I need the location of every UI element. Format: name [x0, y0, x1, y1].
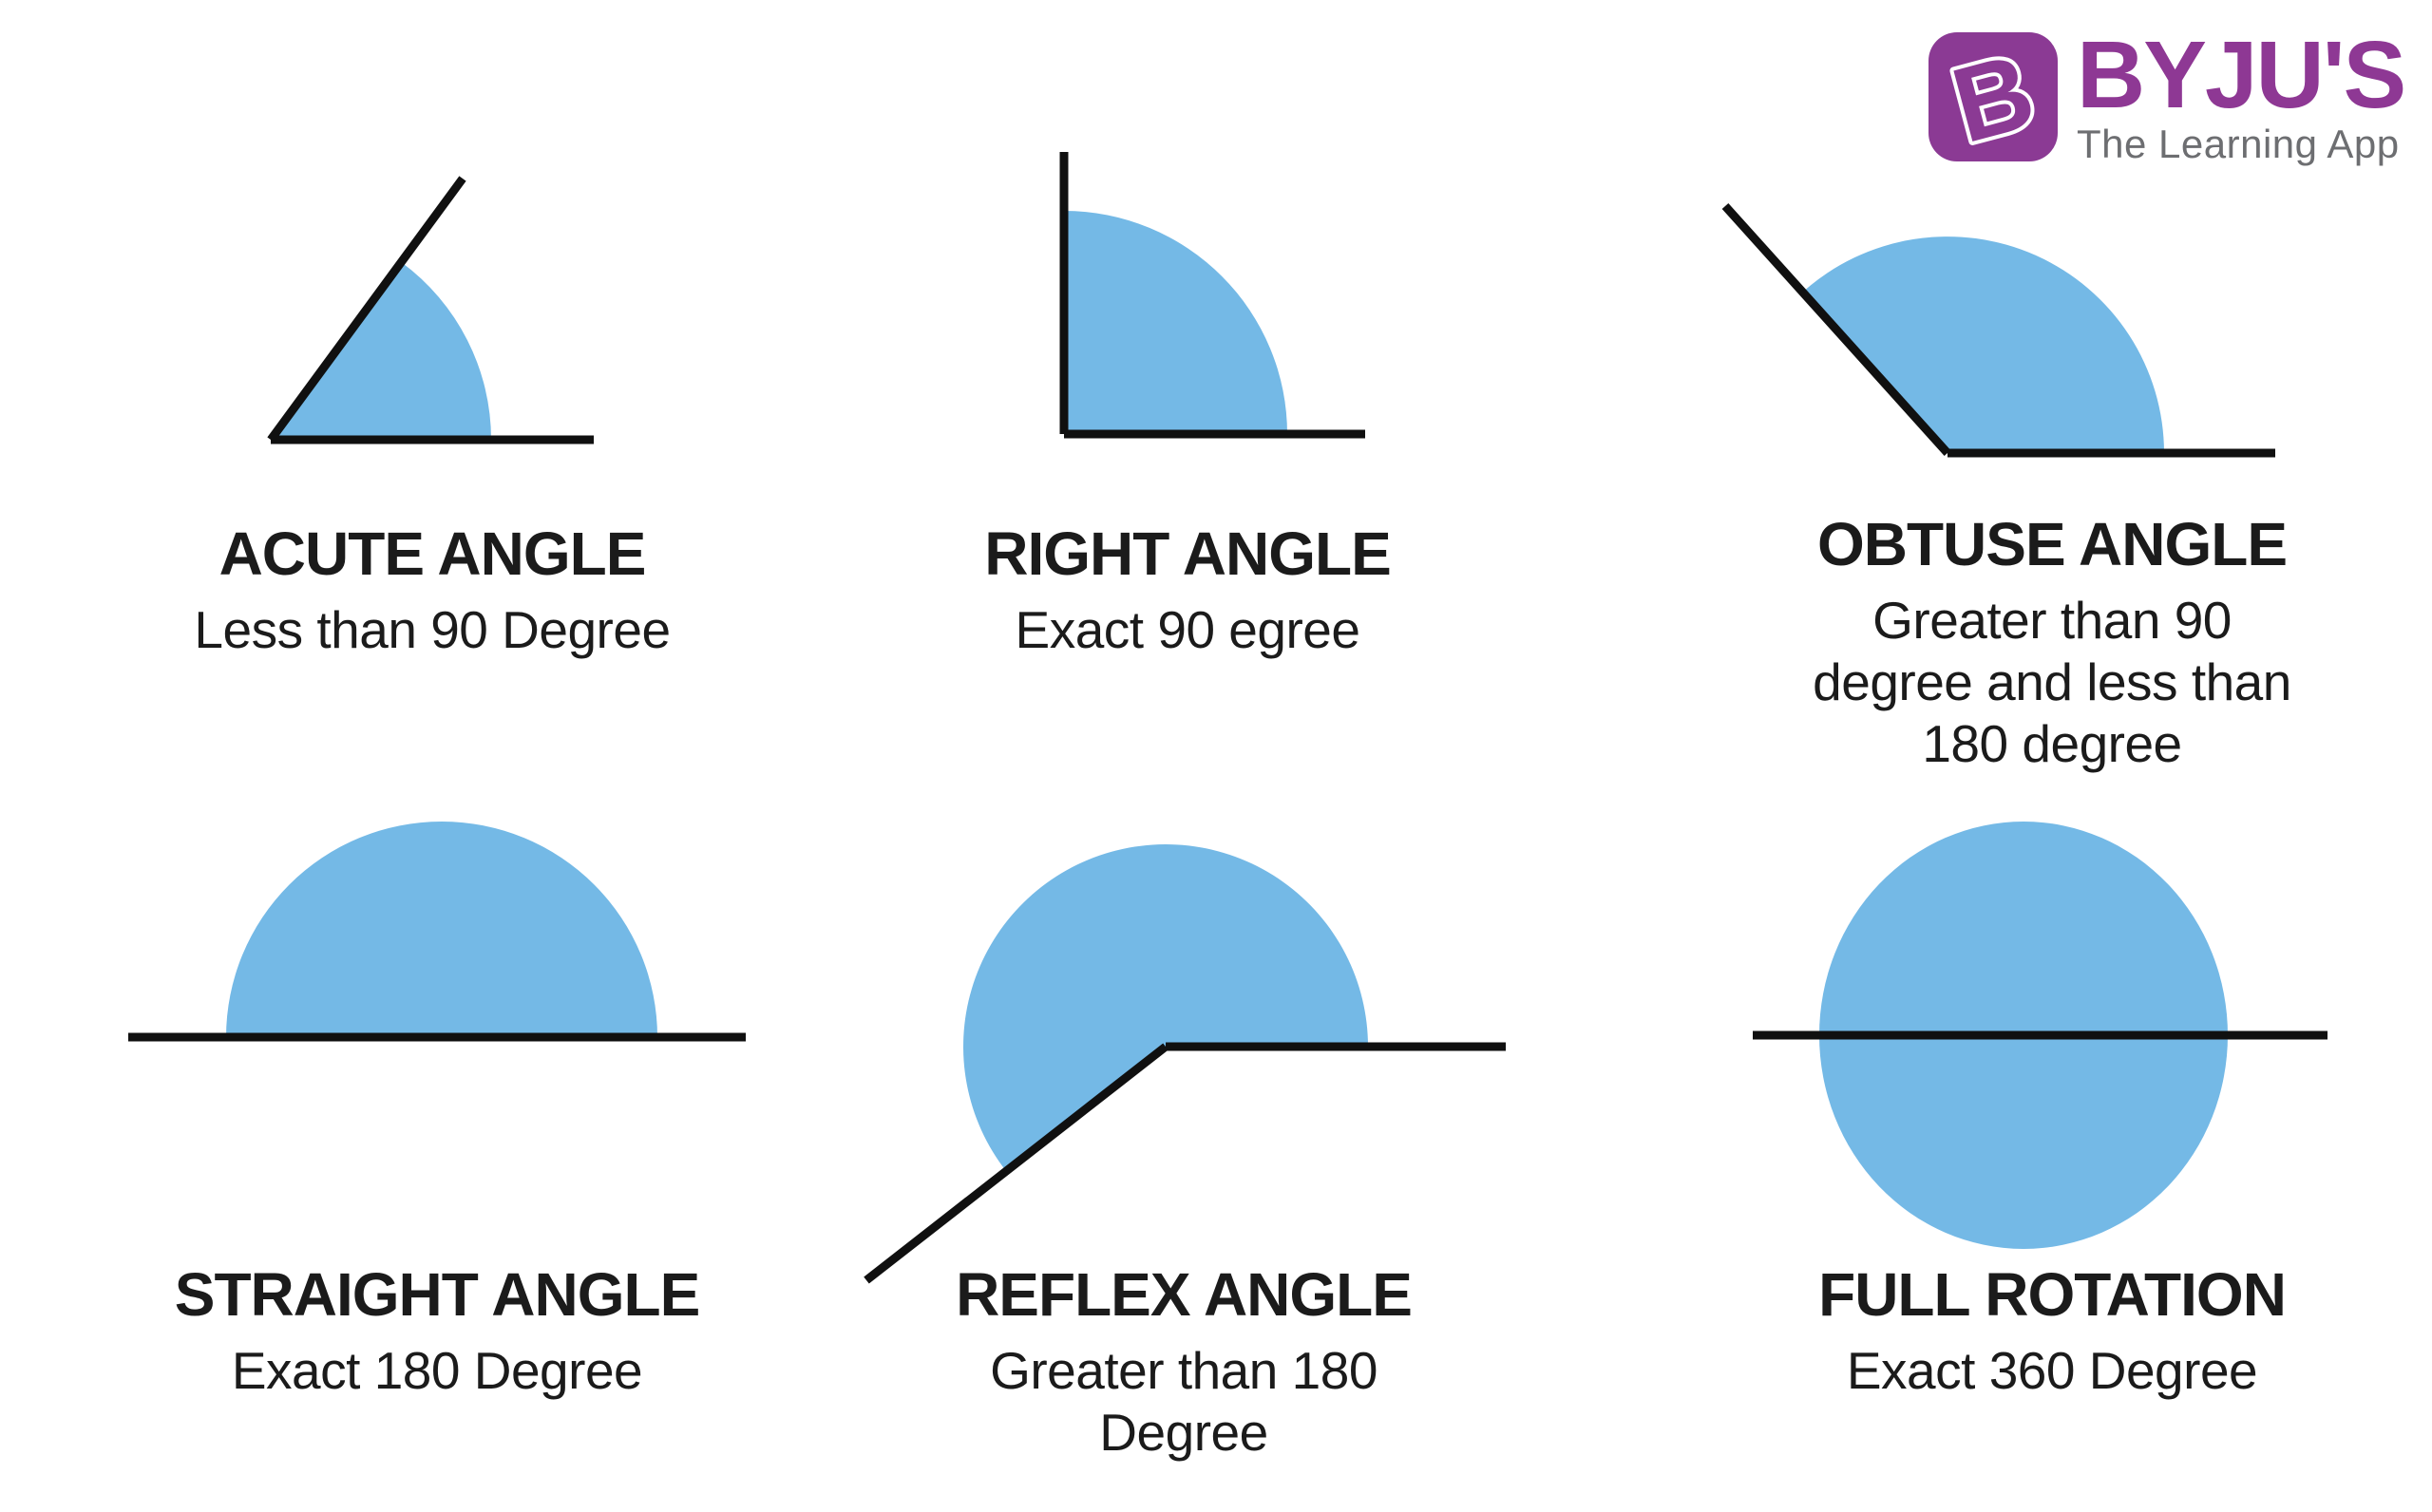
- full-rotation-subtitle: Exact 360 Degree: [1846, 1341, 2258, 1401]
- acute-angle-subtitle: Less than 90 Degree: [194, 600, 671, 660]
- right-angle-rays: [1059, 152, 1365, 439]
- straight-angle-figure: [128, 822, 746, 1042]
- straight-angle-sector: [226, 822, 657, 1037]
- byjus-logo-icon: B: [1928, 30, 2058, 163]
- reflex-angle-title: REFLEX ANGLE: [956, 1260, 1413, 1329]
- straight-angle-subtitle: Exact 180 Degree: [231, 1341, 643, 1401]
- obtuse-angle-sector: [1802, 236, 2164, 453]
- right-angle-figure: [1059, 152, 1365, 439]
- logo-icon-background: [1928, 32, 2058, 161]
- reflex-angle-sector: [963, 844, 1368, 1172]
- byjus-brand-name: BYJU'S: [2077, 22, 2406, 128]
- straight-angle-title: STRAIGHT ANGLE: [174, 1260, 701, 1329]
- byjus-tagline: The Learning App: [2077, 122, 2400, 166]
- panel-straight-angle: STRAIGHT ANGLE Exact 180 Degree: [104, 1260, 770, 1402]
- acute-angle-title: ACUTE ANGLE: [218, 520, 647, 588]
- reflex-angle-subtitle: Greater than 180 Degree: [990, 1341, 1378, 1463]
- panel-obtuse-angle: OBTUSE ANGLE Greater than 90 degree and …: [1720, 510, 2384, 775]
- byjus-logo: B BYJU'S The Learning App: [1927, 22, 2406, 166]
- right-angle-title: RIGHT ANGLE: [984, 520, 1392, 588]
- full-rotation-figure: [1753, 822, 2328, 1249]
- acute-angle-rays: [267, 176, 594, 444]
- reflex-angle-rays: [864, 1042, 1506, 1284]
- panel-right-angle: RIGHT ANGLE Exact 90 egree: [855, 520, 1520, 661]
- obtuse-angle-subtitle: Greater than 90 degree and less than 180…: [1813, 591, 2291, 773]
- panel-reflex-angle: REFLEX ANGLE Greater than 180 Degree: [851, 1260, 1516, 1464]
- right-angle-sector: [1064, 211, 1287, 434]
- acute-angle-sector: [271, 262, 491, 440]
- panel-acute-angle: ACUTE ANGLE Less than 90 Degree: [100, 520, 765, 661]
- obtuse-angle-figure: [1721, 202, 2275, 458]
- reflex-angle-figure: [864, 844, 1506, 1284]
- obtuse-angle-rays: [1721, 202, 2275, 458]
- panel-full-rotation: FULL ROTATION Exact 360 Degree: [1720, 1260, 2384, 1402]
- acute-angle-figure: [267, 176, 594, 444]
- obtuse-angle-title: OBTUSE ANGLE: [1816, 510, 2288, 578]
- right-angle-subtitle: Exact 90 egree: [1015, 600, 1360, 660]
- byjus-logo-text: BYJU'S The Learning App: [2077, 22, 2406, 166]
- full-rotation-title: FULL ROTATION: [1818, 1260, 2287, 1329]
